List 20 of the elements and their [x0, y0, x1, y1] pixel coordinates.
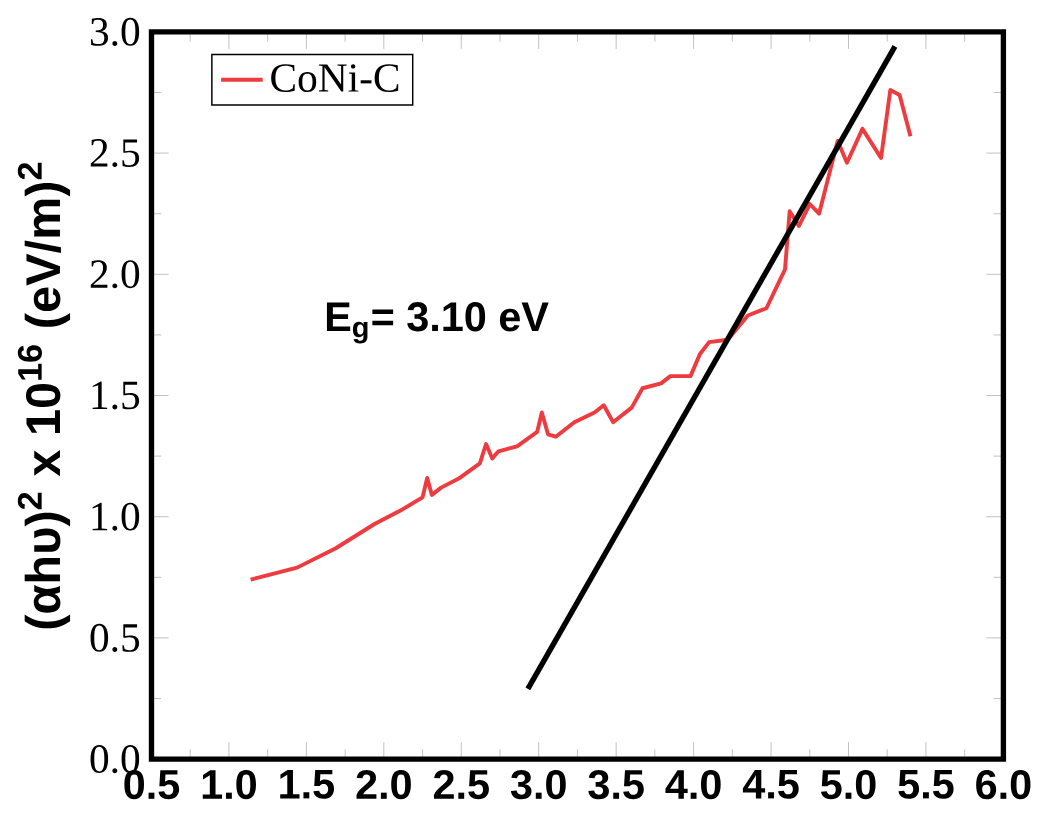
y-tick-label: 3.0 — [90, 17, 140, 46]
y-tick-label: 2.5 — [90, 139, 140, 168]
x-tick-label: 2.0 — [356, 769, 411, 800]
y-tick-label: 1.0 — [92, 502, 140, 531]
x-tick-label: 5.5 — [898, 769, 954, 799]
y-tick-label: 2.0 — [90, 260, 140, 289]
y-tick-label: 1.5 — [92, 381, 140, 410]
x-tick-label: 1.5 — [280, 769, 335, 799]
x-tick-label: 3.5 — [588, 769, 644, 800]
x-tick-label: 4.5 — [742, 769, 799, 799]
x-tick-label: 5.0 — [821, 769, 876, 800]
x-tick-label: 1.0 — [202, 769, 256, 800]
y-tick-label: 0.5 — [90, 623, 140, 652]
x-tick-label: 6.0 — [976, 769, 1031, 800]
annotation: E$_{g}$= 3.10 eV — [326, 302, 549, 344]
legend-label: CoNi-C — [271, 64, 399, 92]
y-axis-title: (αhυ)$^{2}$ x 10$^{16}$ (eV/m)$^{2}$ — [17, 162, 71, 629]
x-tick-label: 4.0 — [665, 769, 721, 800]
x-tick-label: 3.0 — [510, 769, 566, 800]
x-tick-label: 2.5 — [433, 769, 489, 800]
